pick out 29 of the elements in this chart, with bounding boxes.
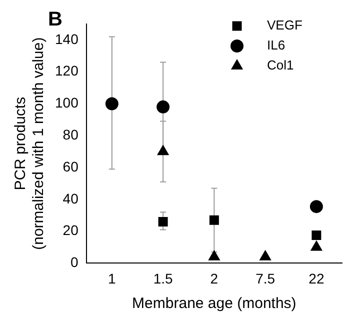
legend-label: Col1 <box>267 58 294 73</box>
y-tick-label: 120 <box>55 62 79 79</box>
point <box>310 240 322 251</box>
y-axis-title: PCR products (normalized with 1 month value) <box>12 37 48 250</box>
point <box>105 97 118 110</box>
point <box>158 216 168 226</box>
point <box>156 100 170 114</box>
x-tick-label: 2 <box>210 270 218 286</box>
y-tick-label: 0 <box>70 254 79 270</box>
text: B <box>48 8 62 31</box>
x-tick-label: 1.5 <box>153 270 173 286</box>
y-tick-label: 80 <box>62 126 79 142</box>
legend-label: IL6 <box>267 38 286 53</box>
y-tick-label: 100 <box>55 94 79 111</box>
point <box>157 145 169 156</box>
point <box>209 215 219 225</box>
y-tick-label: 140 <box>55 30 79 47</box>
x-tick-label: 1 <box>108 270 116 286</box>
x-tick-label: 22 <box>308 270 324 286</box>
point <box>260 250 272 260</box>
point <box>312 230 322 240</box>
y-tick-label: 20 <box>62 222 79 238</box>
point <box>208 250 220 260</box>
legend-label: VEGF <box>267 18 302 33</box>
x-axis-title: Membrane age (months) <box>132 295 296 312</box>
point <box>310 200 323 214</box>
y-tick-label: 60 <box>62 158 79 174</box>
y-tick-label: 40 <box>62 190 79 206</box>
x-tick-label: 7.5 <box>256 270 276 286</box>
